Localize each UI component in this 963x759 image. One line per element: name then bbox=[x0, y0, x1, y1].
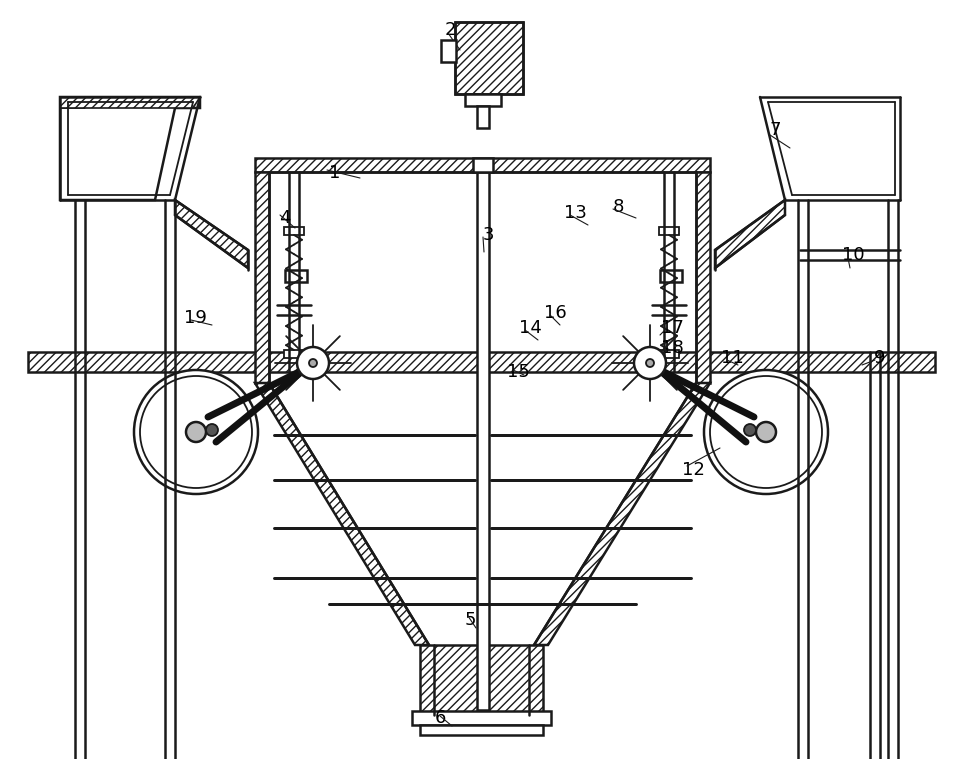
Text: 19: 19 bbox=[184, 309, 206, 327]
Bar bbox=[696, 172, 710, 383]
Circle shape bbox=[140, 376, 252, 488]
Polygon shape bbox=[715, 200, 785, 268]
Text: 1: 1 bbox=[329, 164, 341, 182]
Circle shape bbox=[186, 422, 206, 442]
Bar bbox=[477, 172, 489, 710]
Circle shape bbox=[634, 347, 666, 379]
Bar bbox=[284, 350, 304, 358]
Text: 10: 10 bbox=[842, 246, 865, 264]
Text: 16: 16 bbox=[544, 304, 566, 322]
Text: 4: 4 bbox=[279, 209, 291, 227]
Bar bbox=[465, 94, 501, 106]
Text: 17: 17 bbox=[661, 319, 684, 337]
Text: 7: 7 bbox=[769, 121, 781, 139]
Text: 13: 13 bbox=[563, 204, 586, 222]
Text: 15: 15 bbox=[507, 363, 530, 381]
Bar bbox=[659, 227, 679, 235]
Bar bbox=[412, 711, 551, 725]
Bar bbox=[420, 725, 543, 735]
Polygon shape bbox=[60, 97, 85, 108]
Bar bbox=[455, 22, 523, 94]
Bar bbox=[660, 270, 682, 282]
Polygon shape bbox=[255, 383, 429, 645]
Text: 14: 14 bbox=[518, 319, 541, 337]
Text: 12: 12 bbox=[682, 461, 705, 479]
Bar bbox=[285, 270, 307, 282]
Circle shape bbox=[297, 347, 329, 379]
Polygon shape bbox=[60, 97, 200, 200]
Bar bbox=[420, 645, 543, 715]
Bar bbox=[28, 352, 935, 372]
Text: 2: 2 bbox=[444, 21, 455, 39]
Circle shape bbox=[309, 359, 317, 367]
Bar bbox=[255, 172, 269, 383]
Text: 9: 9 bbox=[874, 349, 886, 367]
Text: 5: 5 bbox=[464, 611, 476, 629]
Bar bbox=[441, 40, 456, 62]
Circle shape bbox=[646, 359, 654, 367]
Circle shape bbox=[704, 370, 828, 494]
Text: 6: 6 bbox=[434, 709, 446, 727]
Text: 3: 3 bbox=[482, 226, 494, 244]
Circle shape bbox=[134, 370, 258, 494]
Bar bbox=[255, 158, 710, 172]
Text: 18: 18 bbox=[661, 339, 684, 357]
Polygon shape bbox=[175, 200, 248, 268]
Circle shape bbox=[756, 422, 776, 442]
Bar bbox=[284, 227, 304, 235]
Text: 8: 8 bbox=[612, 198, 624, 216]
Circle shape bbox=[744, 424, 756, 436]
Circle shape bbox=[206, 424, 218, 436]
Bar bbox=[473, 158, 493, 172]
Bar bbox=[477, 106, 489, 128]
Circle shape bbox=[710, 376, 822, 488]
Polygon shape bbox=[60, 97, 200, 108]
Bar bbox=[455, 22, 523, 94]
Text: 11: 11 bbox=[720, 349, 743, 367]
Polygon shape bbox=[534, 383, 710, 645]
Bar bbox=[659, 350, 679, 358]
